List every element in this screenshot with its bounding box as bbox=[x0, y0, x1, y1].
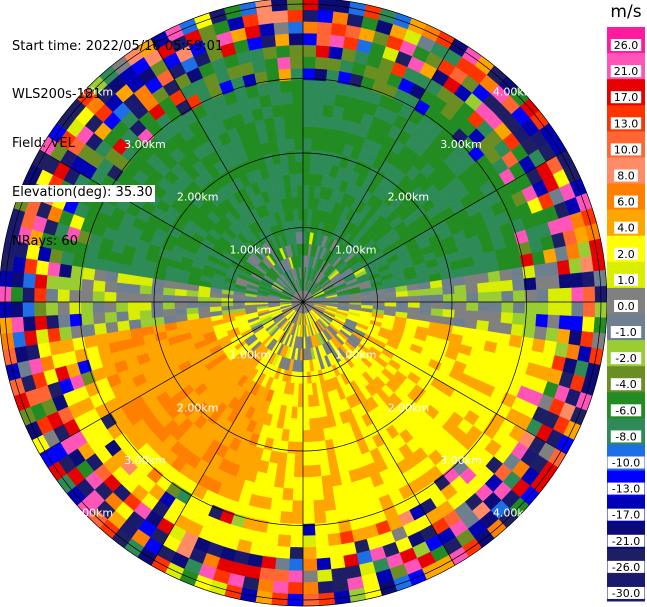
colorbar-unit: m/s bbox=[610, 2, 641, 22]
colorbar-tick-label: -1.0 bbox=[615, 326, 636, 339]
elevation: Elevation(deg): 35.30 bbox=[12, 185, 155, 202]
colorbar-tick-label: -17.0 bbox=[612, 509, 640, 522]
colorbar-tick-label: 2.0 bbox=[617, 248, 635, 261]
start-time: Start time: 2022/05/16 05:59:01 bbox=[12, 38, 224, 54]
velocity-cells bbox=[0, 0, 608, 607]
colorbar-tick-label: 6.0 bbox=[617, 196, 635, 209]
colorbar-tick-label: -26.0 bbox=[612, 561, 640, 574]
colorbar-tick-label: 13.0 bbox=[614, 117, 639, 130]
colorbar-tick-label: 17.0 bbox=[614, 91, 639, 104]
colorbar-tick-label: -4.0 bbox=[615, 378, 636, 391]
colorbar-tick-label: 21.0 bbox=[614, 65, 639, 78]
velocity-cell bbox=[318, 0, 335, 12]
colorbar-tick-label: 1.0 bbox=[617, 274, 635, 287]
colorbar-tick-label: -21.0 bbox=[612, 535, 640, 548]
colorbar-tick-label: 0.0 bbox=[617, 300, 635, 313]
nrays: NRays: 60 bbox=[12, 234, 78, 250]
colorbar-tick-label: -8.0 bbox=[615, 430, 636, 443]
colorbar-tick-label: 10.0 bbox=[614, 143, 639, 156]
device-name: WLS200s-181 bbox=[12, 87, 102, 103]
field-name: Field: VEL bbox=[12, 136, 75, 152]
scan-info: Start time: 2022/05/16 05:59:01 WLS200s-… bbox=[12, 6, 223, 267]
colorbar-tick-label: -6.0 bbox=[615, 404, 636, 417]
colorbar-tick-label: -13.0 bbox=[612, 483, 640, 496]
colorbar-tick-label: 26.0 bbox=[614, 39, 639, 52]
colorbar-tick-label: -30.0 bbox=[612, 587, 640, 600]
colorbar-tick-label: 4.0 bbox=[617, 222, 635, 235]
colorbar-tick-label: -10.0 bbox=[612, 457, 640, 470]
colorbar-tick-label: -2.0 bbox=[615, 352, 636, 365]
colorbar-tick-label: 8.0 bbox=[617, 170, 635, 183]
